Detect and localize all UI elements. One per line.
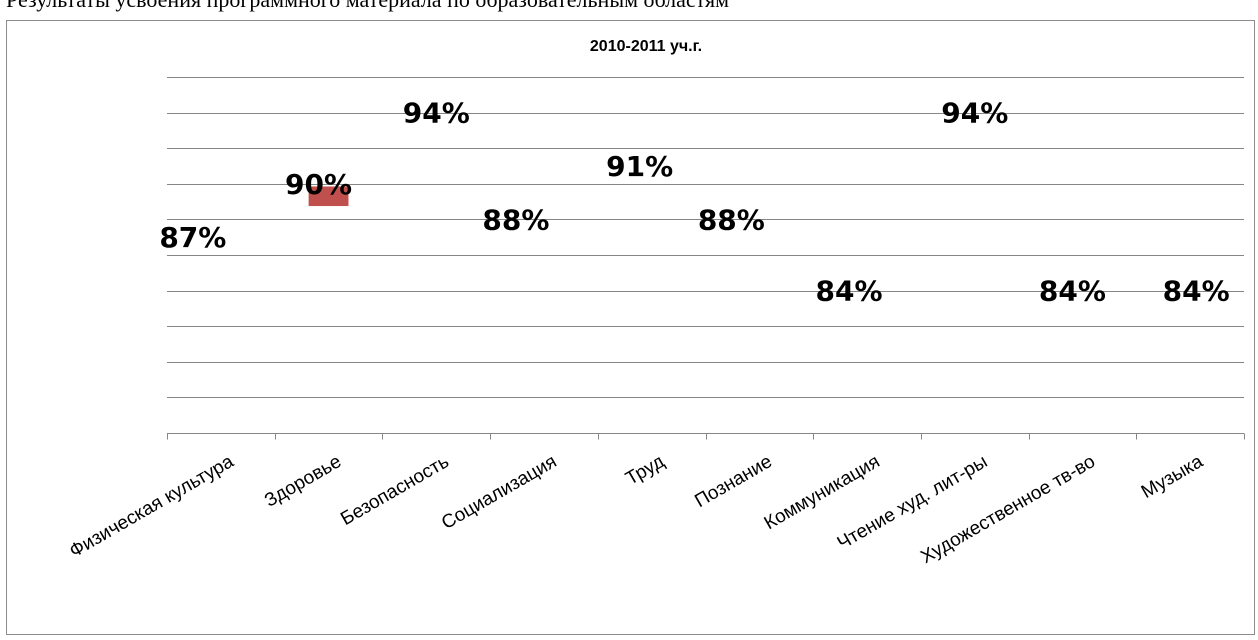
category-label: Труд [622,451,668,490]
caption-fragment-text: Результаты усвоения программного материа… [6,0,729,13]
gridlines [167,77,1244,398]
x-axis [167,433,1245,440]
data-label: 87% [159,221,226,254]
category-label: Музыка [1138,451,1207,503]
category-label: Безопасность [337,451,453,530]
data-label: 91% [606,150,673,183]
bars [308,186,349,207]
data-label: 84% [816,275,883,308]
caption-fragment: Результаты усвоения программного материа… [0,0,1258,22]
data-label: 84% [1039,275,1106,308]
data-label: 88% [482,203,549,236]
category-label: Здоровье [261,451,345,512]
category-label: Физическая культура [66,451,238,562]
chart-title: 2010-2011 уч.г. [590,38,702,55]
category-labels: Физическая культура ЗдоровьеБезопасностьС… [66,451,1207,568]
bar-zdorovie [308,186,349,207]
data-label: 88% [698,203,765,236]
data-label: 94% [941,97,1008,130]
data-labels: 87% 90% 94% 88% 91% 88% 84% 94% 84% 84% [159,97,1229,308]
chart-frame: 87% 90% 94% 88% 91% 88% 84% 94% 84% 84% Физическа… [6,20,1255,635]
data-label: 90% [285,168,352,201]
category-label: Художественное тв-во [917,451,1099,568]
data-label: 94% [403,97,470,130]
category-label: Социализация [438,451,560,534]
category-label: Познание [691,451,776,512]
data-label: 84% [1163,275,1230,308]
chart-svg: 87% 90% 94% 88% 91% 88% 84% 94% 84% 84% Физическа… [66,38,1245,568]
